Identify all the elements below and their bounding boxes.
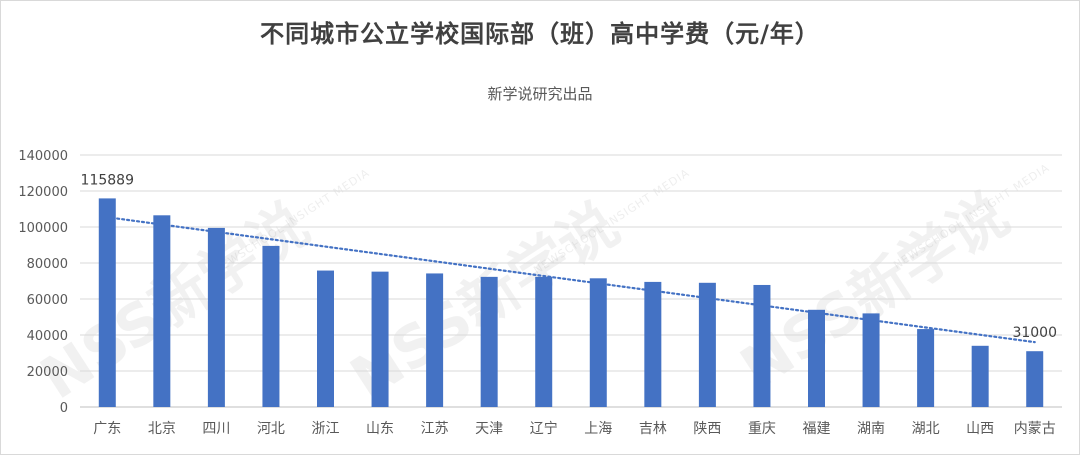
- bar: [371, 271, 389, 407]
- y-tick-label: 140000: [18, 149, 68, 164]
- y-tick-label: 120000: [18, 185, 68, 200]
- x-tick-label: 重庆: [748, 421, 776, 437]
- x-tick-label: 广东: [93, 421, 121, 437]
- y-tick-label: 40000: [27, 329, 68, 344]
- bar: [917, 329, 935, 407]
- x-tick-label: 河北: [257, 421, 285, 437]
- chart-subtitle: 新学说研究出品: [487, 85, 593, 103]
- bar: [262, 245, 280, 407]
- x-tick-label: 江苏: [421, 421, 449, 437]
- data-label: 31000: [1012, 325, 1057, 341]
- x-tick-label: 湖北: [912, 421, 940, 437]
- x-tick-label: 山西: [966, 421, 994, 437]
- bar: [535, 276, 553, 407]
- y-tick-label: 20000: [27, 365, 68, 380]
- x-tick-label: 福建: [803, 421, 831, 437]
- bar: [480, 276, 498, 407]
- bar: [971, 345, 989, 407]
- bar: [207, 227, 225, 407]
- chart-title: 不同城市公立学校国际部（班）高中学费（元/年）: [260, 20, 820, 48]
- bar: [753, 284, 771, 407]
- x-tick-label: 陕西: [693, 421, 721, 437]
- bar: [644, 281, 662, 407]
- x-tick-label: 内蒙古: [1014, 421, 1056, 437]
- bar: [317, 270, 334, 407]
- bar: [589, 278, 607, 407]
- trendline: [106, 216, 1036, 344]
- bar: [808, 309, 825, 407]
- x-tick-label: 北京: [148, 421, 176, 437]
- bar: [98, 198, 116, 407]
- y-tick-label: 80000: [27, 257, 68, 272]
- x-tick-label: 上海: [584, 421, 612, 437]
- y-tick-label: 100000: [18, 221, 68, 236]
- x-tick-label: 天津: [475, 421, 503, 437]
- bar: [153, 215, 171, 407]
- bar: [1026, 351, 1044, 407]
- x-tick-label: 浙江: [312, 421, 340, 437]
- x-tick-label: 山东: [366, 421, 394, 437]
- x-tick-label: 湖南: [857, 421, 885, 437]
- y-tick-label: 0: [60, 401, 68, 416]
- x-tick-label: 吉林: [639, 421, 667, 437]
- x-tick-label: 四川: [202, 421, 230, 437]
- data-label: 115889: [81, 172, 134, 188]
- bar: [698, 282, 716, 407]
- x-tick-label: 辽宁: [530, 420, 558, 437]
- y-tick-label: 60000: [27, 293, 68, 308]
- bar: [426, 273, 444, 407]
- bar: [862, 313, 880, 407]
